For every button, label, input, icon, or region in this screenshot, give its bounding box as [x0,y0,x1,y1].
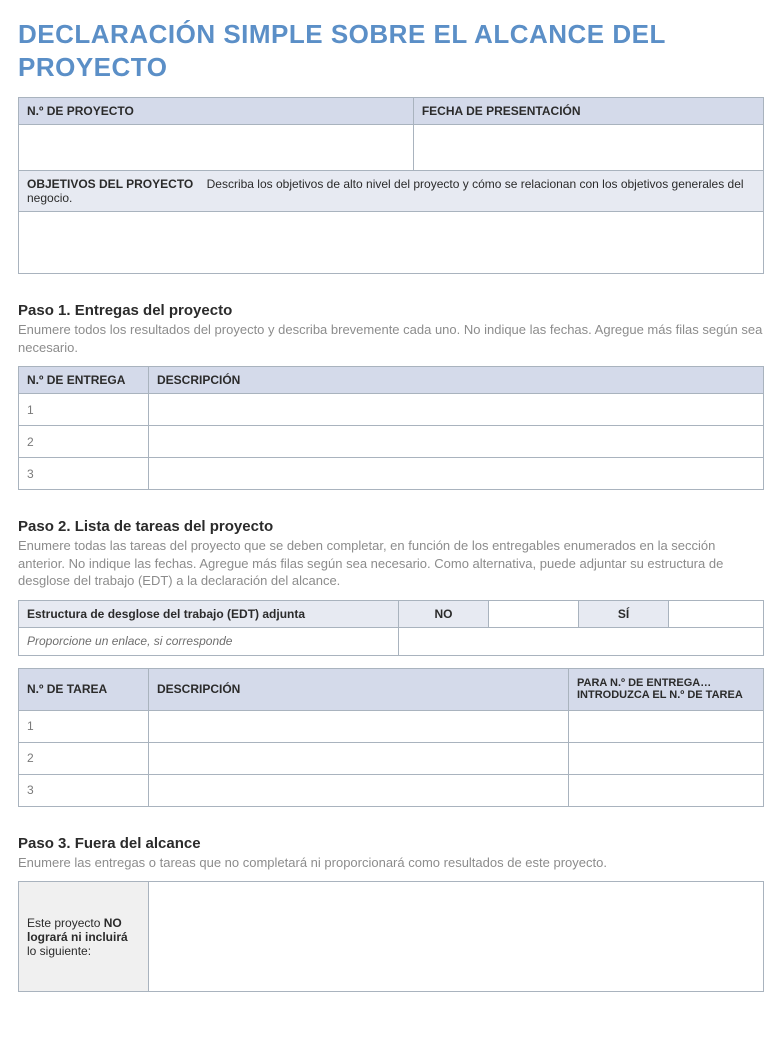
submission-date-label: FECHA DE PRESENTACIÓN [413,98,763,125]
step1-title: Paso 1. Entregas del proyecto [18,302,764,319]
step2-desc: Enumere todas las tareas del proyecto qu… [18,537,764,590]
wbs-attached-label: Estructura de desglose del trabajo (EDT)… [19,600,399,627]
step3-title: Paso 3. Fuera del alcance [18,835,764,852]
deliverable-no-header: N.º DE ENTREGA [19,367,149,394]
oos-pre: Este proyecto [27,916,104,930]
step3-desc: Enumere las entregas o tareas que no com… [18,854,764,872]
objectives-label: OBJETIVOS DEL PROYECTO [27,177,193,191]
submission-date-input[interactable] [413,125,763,171]
deliverable-row-desc[interactable] [149,426,764,458]
task-no-header: N.º DE TAREA [19,668,149,710]
task-row-for[interactable] [569,774,764,806]
info-table: N.º DE PROYECTO FECHA DE PRESENTACIÓN OB… [18,97,764,274]
deliverable-row-num: 3 [19,458,149,490]
task-row-for[interactable] [569,710,764,742]
wbs-yes-input[interactable] [669,600,764,627]
deliverable-row-desc[interactable] [149,458,764,490]
deliverable-desc-header: DESCRIPCIÓN [149,367,764,394]
task-row-num: 1 [19,710,149,742]
task-row-desc[interactable] [149,742,569,774]
task-row-num: 2 [19,742,149,774]
out-of-scope-input[interactable] [149,882,764,992]
out-of-scope-table: Este proyecto NO logrará ni incluirá lo … [18,881,764,992]
task-row-desc[interactable] [149,710,569,742]
wbs-attach-table: Estructura de desglose del trabajo (EDT)… [18,600,764,656]
deliverables-table: N.º DE ENTREGA DESCRIPCIÓN 1 2 3 [18,366,764,490]
task-desc-header: DESCRIPCIÓN [149,668,569,710]
wbs-no-label: NO [399,600,489,627]
deliverable-row-desc[interactable] [149,394,764,426]
wbs-yes-label: SÍ [579,600,669,627]
out-of-scope-label: Este proyecto NO logrará ni incluirá lo … [19,882,149,992]
oos-post: lo siguiente: [27,944,91,958]
step2-title: Paso 2. Lista de tareas del proyecto [18,518,764,535]
project-number-label: N.º DE PROYECTO [19,98,414,125]
project-number-input[interactable] [19,125,414,171]
objectives-input[interactable] [19,212,764,274]
task-row-for[interactable] [569,742,764,774]
deliverable-row-num: 1 [19,394,149,426]
wbs-link-input[interactable] [399,627,764,655]
task-for-header: PARA N.º DE ENTREGA… INTRODUZCA EL N.º D… [569,668,764,710]
objectives-header: OBJETIVOS DEL PROYECTO Describa los obje… [19,171,764,212]
step1-desc: Enumere todos los resultados del proyect… [18,321,764,356]
wbs-link-hint: Proporcione un enlace, si corresponde [19,627,399,655]
document-title: DECLARACIÓN SIMPLE SOBRE EL ALCANCE DEL … [18,18,764,83]
tasks-table: N.º DE TAREA DESCRIPCIÓN PARA N.º DE ENT… [18,668,764,807]
deliverable-row-num: 2 [19,426,149,458]
wbs-no-input[interactable] [489,600,579,627]
task-row-desc[interactable] [149,774,569,806]
task-row-num: 3 [19,774,149,806]
